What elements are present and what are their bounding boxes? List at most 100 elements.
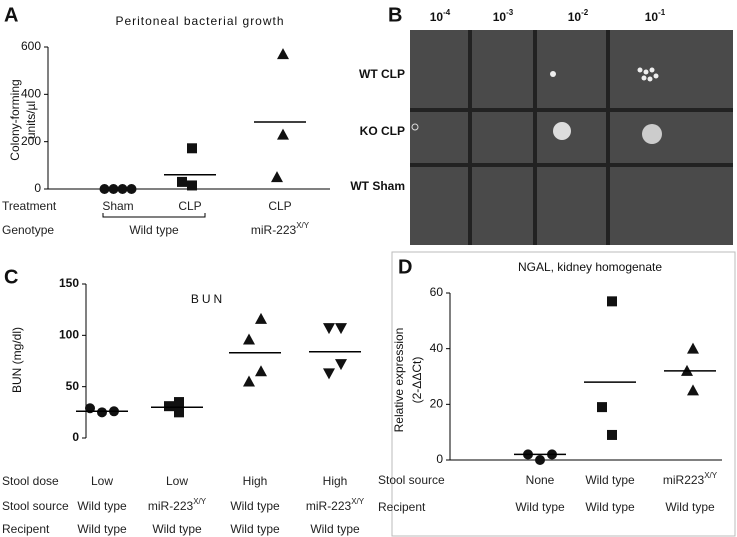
chart-title: BUN <box>191 292 225 306</box>
row-cell: Wild type <box>665 500 715 514</box>
row-cell: Wild type <box>230 522 280 536</box>
text-part: Wild type <box>310 522 360 536</box>
y-axis-label: (2-ΔΔCt) <box>410 357 424 404</box>
row-cell: Wild type <box>585 473 635 487</box>
row-cell: miR-223X/Y <box>306 497 365 513</box>
y-tick-label: 0 <box>72 430 79 444</box>
point <box>323 368 335 380</box>
y-axis-label: BUN (mg/dl) <box>10 327 24 393</box>
superscript: X/Y <box>193 497 207 506</box>
y-tick-label: 20 <box>430 397 444 411</box>
row-label: Stool source <box>2 499 69 513</box>
y-tick-label: 150 <box>59 276 79 290</box>
text-part: Wild type <box>77 522 127 536</box>
point <box>597 402 607 413</box>
point <box>277 48 289 60</box>
text-part: Low <box>166 474 188 488</box>
point <box>243 375 255 387</box>
text-part: Wild type <box>129 223 179 237</box>
panel-label: D <box>398 256 412 278</box>
text-part: Wild type <box>230 499 280 513</box>
text-part: Wild type <box>77 499 127 513</box>
row-cell: Wild type <box>310 522 360 536</box>
text-part: Wild type <box>585 473 635 487</box>
bracket <box>102 213 206 218</box>
superscript: X/Y <box>704 471 718 480</box>
row-label: Genotype <box>2 223 54 237</box>
plate-row-label: WT Sham <box>350 179 405 193</box>
row-cell: None <box>526 473 555 487</box>
row-cell: Low <box>166 474 188 488</box>
point <box>335 359 347 371</box>
y-tick-label: 60 <box>430 285 444 299</box>
chart-title: NGAL, kidney homogenate <box>518 260 662 274</box>
text-part: None <box>526 473 555 487</box>
point <box>174 407 184 418</box>
point <box>271 171 283 183</box>
plate-photo <box>410 30 733 245</box>
text-part: CLP <box>268 199 291 213</box>
plate-row-label: KO CLP <box>360 124 405 138</box>
point <box>126 184 137 194</box>
dilution-exponent: -4 <box>443 8 451 17</box>
row-cell: miR-223X/Y <box>148 497 207 513</box>
point <box>108 184 119 194</box>
y-tick-label: 0 <box>34 181 41 195</box>
text-part: CLP <box>178 199 201 213</box>
row-cell: Low <box>91 474 113 488</box>
text-part: miR-223 <box>306 499 352 513</box>
point <box>187 143 197 154</box>
row-cell: miR223X/Y <box>663 471 718 487</box>
dilution-exponent: -2 <box>581 8 589 17</box>
dilution-base: 10 <box>430 10 444 24</box>
point <box>687 384 699 396</box>
text-part: Wild type <box>665 500 715 514</box>
superscript: X/Y <box>296 221 310 230</box>
y-tick-label: 200 <box>21 134 41 148</box>
point <box>117 184 128 194</box>
panel-label: A <box>4 4 18 26</box>
point <box>255 365 267 377</box>
dilution-label: 10-4 <box>430 8 451 24</box>
text-part: Wild type <box>585 500 635 514</box>
text-part: miR-223 <box>148 499 194 513</box>
row-cell: Wild type <box>77 499 127 513</box>
panel-d-frame <box>391 251 736 537</box>
point <box>607 296 617 307</box>
row-cell: miR-223X/Y <box>251 221 310 237</box>
y-tick-label: 400 <box>21 87 41 101</box>
dilution-base: 10 <box>645 10 659 24</box>
row-label: Treatment <box>2 199 57 213</box>
point <box>243 333 255 345</box>
colonies <box>411 67 662 144</box>
point <box>177 176 187 187</box>
y-axis-label: Colony-forming <box>8 79 22 160</box>
point <box>187 180 197 191</box>
row-cell: CLP <box>268 199 291 213</box>
point <box>335 323 347 335</box>
y-tick-label: 40 <box>430 341 444 355</box>
point <box>323 323 335 335</box>
row-cell: Wild type <box>152 522 202 536</box>
y-tick-label: 50 <box>66 379 80 393</box>
text-part: miR-223 <box>251 223 297 237</box>
row-cell: Wild type <box>129 223 179 237</box>
row-label: Recipent <box>378 500 426 514</box>
text-part: miR223 <box>663 473 705 487</box>
row-cell: Sham <box>102 199 133 213</box>
point <box>607 429 617 440</box>
y-tick-label: 0 <box>436 452 443 466</box>
text-part: High <box>243 474 268 488</box>
point <box>164 401 174 412</box>
row-cell: Wild type <box>585 500 635 514</box>
y-axis-label: Relative expression <box>392 328 406 433</box>
point <box>174 397 184 408</box>
point <box>255 312 267 324</box>
row-cell: Wild type <box>77 522 127 536</box>
panel-label: C <box>4 266 18 288</box>
y-axis-label: units/µl <box>24 101 38 139</box>
point <box>535 455 545 465</box>
row-label: Stool source <box>378 473 445 487</box>
dilution-label: 10-3 <box>493 8 514 24</box>
